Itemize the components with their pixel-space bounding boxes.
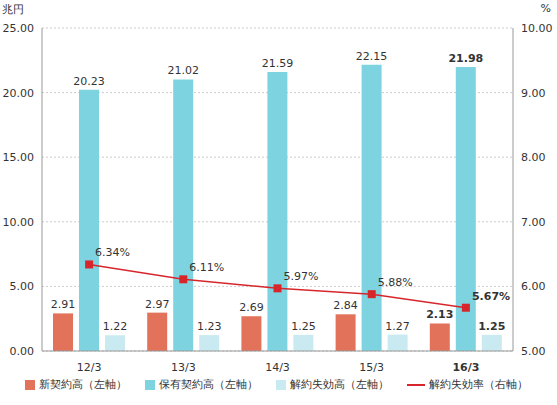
svg-text:1.22: 1.22 xyxy=(103,320,128,333)
html-text:解約失効高（左軸）: 解約失効高（左軸） xyxy=(290,378,389,391)
svg-text:20.00: 20.00 xyxy=(8,87,34,100)
svg-text:5.88%: 5.88% xyxy=(378,276,413,289)
svg-text:10.00: 10.00 xyxy=(8,216,34,229)
html-text:解約失効率（右軸）: 解約失効率（右軸） xyxy=(429,378,528,391)
svg-text:15.00: 15.00 xyxy=(8,151,34,164)
svg-text:1.25: 1.25 xyxy=(291,320,316,333)
svg-text:5.00: 5.00 xyxy=(521,345,546,358)
svg-text:21.59: 21.59 xyxy=(262,57,294,70)
svg-text:2.97: 2.97 xyxy=(145,298,170,311)
svg-text:20.23: 20.23 xyxy=(73,75,105,88)
html-text:新契約高（左軸）: 新契約高（左軸） xyxy=(39,378,127,391)
svg-text:1.23: 1.23 xyxy=(197,320,222,333)
svg-text:2.69: 2.69 xyxy=(239,301,264,314)
svg-text:1.25: 1.25 xyxy=(478,320,505,333)
svg-text:2.13: 2.13 xyxy=(426,308,453,321)
svg-text:6.11%: 6.11% xyxy=(189,261,224,274)
svg-text:12/3: 12/3 xyxy=(77,361,102,374)
svg-text:22.15: 22.15 xyxy=(356,50,388,63)
svg-text:13/3: 13/3 xyxy=(171,361,196,374)
svg-text:14/3: 14/3 xyxy=(265,361,290,374)
svg-text:9.00: 9.00 xyxy=(521,87,546,100)
svg-text:5.67%: 5.67% xyxy=(472,290,510,303)
svg-text:5.00: 5.00 xyxy=(10,280,35,293)
svg-text:15/3: 15/3 xyxy=(359,361,384,374)
svg-text:2.91: 2.91 xyxy=(51,298,76,311)
html-text:兆円: 兆円 xyxy=(2,3,24,16)
svg-text:1.27: 1.27 xyxy=(385,320,410,333)
svg-text:5.97%: 5.97% xyxy=(284,270,319,283)
svg-text:7.00: 7.00 xyxy=(521,216,546,229)
svg-text:6.34%: 6.34% xyxy=(95,246,130,259)
svg-text:0.00: 0.00 xyxy=(10,345,35,358)
svg-text:6.00: 6.00 xyxy=(521,280,546,293)
svg-text:10.00: 10.00 xyxy=(521,22,549,35)
svg-text:21.98: 21.98 xyxy=(448,52,483,65)
svg-text:25.00: 25.00 xyxy=(8,22,34,35)
svg-text:2.84: 2.84 xyxy=(333,299,358,312)
html-text:保有契約高（左軸）: 保有契約高（左軸） xyxy=(159,378,258,391)
svg-text:16/3: 16/3 xyxy=(452,361,479,374)
svg-text:21.02: 21.02 xyxy=(167,64,199,77)
svg-text:8.00: 8.00 xyxy=(521,151,546,164)
